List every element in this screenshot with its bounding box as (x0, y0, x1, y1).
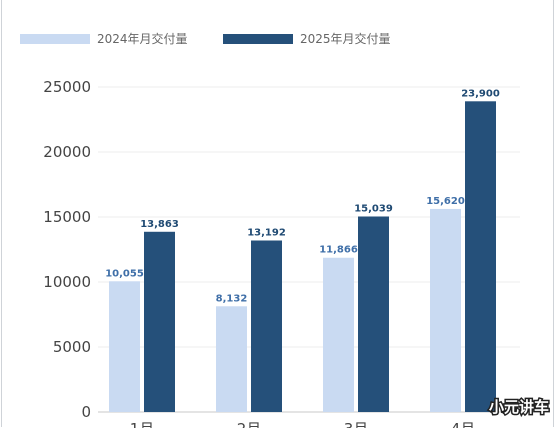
y-axis: 0 5000 10000 15000 20000 25000 (43, 78, 91, 421)
x-tick-label: 4月 (451, 420, 476, 428)
bar (358, 216, 389, 412)
legend: 2024年月交付量 2025年月交付量 (20, 31, 391, 46)
legend-swatch (20, 34, 90, 44)
data-label: 13,192 (247, 228, 286, 239)
y-tick-label: 15000 (43, 208, 91, 226)
bar (465, 101, 496, 413)
data-label: 10,055 (105, 268, 144, 279)
bar (144, 231, 175, 412)
y-tick-label: 0 (81, 403, 91, 421)
x-axis: 1月 2月 3月 4月 (130, 420, 476, 428)
legend-label: 2025年月交付量 (300, 31, 391, 46)
data-label: 8,132 (216, 293, 248, 304)
bar (251, 240, 282, 412)
data-label: 11,866 (319, 245, 358, 256)
x-tick-label: 2月 (237, 420, 262, 428)
bar (323, 257, 354, 412)
watermark-text: 小元讲车 (489, 398, 549, 416)
y-tick-label: 10000 (43, 273, 91, 291)
x-tick-label: 3月 (344, 420, 369, 428)
legend-label: 2024年月交付量 (97, 31, 188, 46)
data-label: 23,900 (461, 88, 500, 99)
bars: 10,055 13,863 8,132 13,192 11,866 15,039 15,62… (105, 88, 500, 413)
bar (109, 281, 140, 412)
bar (216, 306, 247, 412)
y-tick-label: 25000 (43, 78, 91, 96)
data-label: 15,039 (354, 203, 393, 214)
y-tick-label: 20000 (43, 143, 91, 161)
x-tick-label: 1月 (130, 420, 155, 428)
data-label: 15,620 (426, 196, 465, 207)
y-tick-label: 5000 (53, 338, 91, 356)
legend-swatch (223, 34, 293, 44)
data-label: 13,863 (140, 219, 179, 230)
bar (430, 208, 461, 412)
